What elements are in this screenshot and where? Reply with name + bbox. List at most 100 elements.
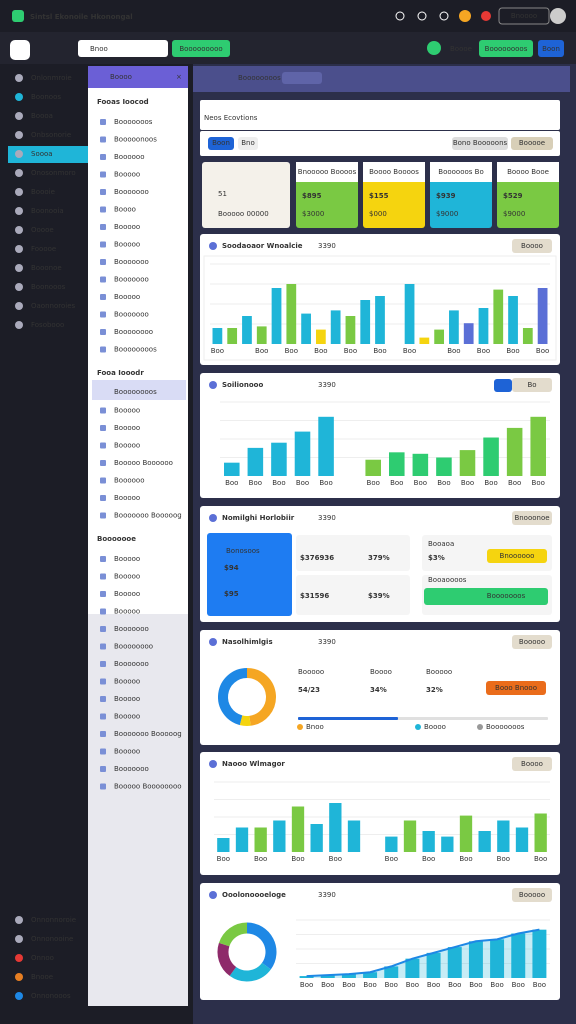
nav-icon[interactable] <box>15 112 23 120</box>
filter[interactable] <box>452 137 508 150</box>
bar <box>273 820 286 852</box>
nav-icon[interactable] <box>15 321 23 329</box>
bar <box>271 288 282 344</box>
nav-icon[interactable] <box>15 302 23 310</box>
nav-icon[interactable] <box>15 916 23 924</box>
nav-icon[interactable] <box>15 973 23 981</box>
bar <box>365 459 381 476</box>
bar <box>478 308 489 344</box>
button[interactable] <box>538 40 564 57</box>
card-icon <box>209 638 217 646</box>
bar <box>256 326 267 344</box>
filter[interactable] <box>208 137 234 150</box>
x-tick-label: Boo <box>255 347 268 355</box>
bar <box>532 929 547 978</box>
stats-button[interactable] <box>424 588 548 605</box>
x-tick-label: Boo <box>285 347 298 355</box>
filter[interactable] <box>511 137 553 150</box>
legend-dot <box>477 724 483 730</box>
nav-item: Bnooe <box>31 973 53 981</box>
card-button[interactable] <box>512 511 552 525</box>
legend-dot <box>415 724 421 730</box>
bar <box>522 328 533 344</box>
panel-item: Booooooo <box>114 765 149 773</box>
bar <box>363 972 378 978</box>
panel-icon <box>100 189 106 195</box>
nav-item: Soooa <box>31 150 53 158</box>
card-button[interactable] <box>512 888 552 902</box>
nav-icon[interactable] <box>15 188 23 196</box>
nav-icon[interactable] <box>15 93 23 101</box>
notification[interactable] <box>481 11 491 21</box>
panel-icon <box>100 276 106 283</box>
stats-button[interactable] <box>487 549 547 563</box>
x-tick-label: Boo <box>217 855 230 863</box>
panel-item: Booooo <box>114 713 140 721</box>
avatar[interactable] <box>550 8 566 24</box>
x-tick-label: Boo <box>422 855 435 863</box>
kpi-head <box>296 162 358 182</box>
app-icon[interactable] <box>395 11 405 21</box>
stats-label: Booaoa <box>428 540 454 548</box>
nav-icon[interactable] <box>15 245 23 253</box>
card-button[interactable] <box>512 239 552 253</box>
panel-section: Booooooe <box>97 535 136 543</box>
bar <box>227 328 238 344</box>
bar <box>286 284 297 344</box>
donut-action[interactable] <box>486 681 546 695</box>
nav-icon[interactable] <box>15 226 23 234</box>
main-bar-pill[interactable] <box>282 72 322 84</box>
donut-figure: 54/23 <box>298 686 320 694</box>
notification[interactable] <box>459 10 471 22</box>
search[interactable] <box>78 40 168 57</box>
panel-icon <box>100 713 106 720</box>
x-tick-label: Boo <box>447 347 460 355</box>
card-button[interactable] <box>512 378 552 392</box>
bar <box>490 939 505 978</box>
x-tick-label: Boo <box>477 347 490 355</box>
app-icon[interactable] <box>439 11 449 21</box>
x-tick-label: Boo <box>385 855 398 863</box>
nav-icon[interactable] <box>15 169 23 177</box>
panel-item: Booooooo <box>114 258 149 266</box>
legend-label: Bnoo <box>306 723 324 731</box>
panel-icon <box>100 119 106 125</box>
card-button[interactable] <box>512 635 552 649</box>
nav-icon[interactable] <box>15 954 23 962</box>
stats-value: $31596 <box>300 592 329 600</box>
x-tick-label: Boo <box>249 479 262 487</box>
bar <box>403 820 417 852</box>
nav-icon[interactable] <box>15 935 23 943</box>
x-tick-label: Boo <box>363 981 376 989</box>
panel-icon <box>100 346 106 353</box>
filter-label: Booooe <box>519 139 545 147</box>
nav-icon[interactable] <box>15 264 23 272</box>
legend-dot <box>297 724 303 730</box>
donut-segment <box>217 942 237 976</box>
card-button-label: Bo <box>527 381 536 389</box>
app-icon[interactable] <box>417 11 427 21</box>
nav-icon[interactable] <box>15 207 23 215</box>
app-button[interactable] <box>498 7 550 25</box>
card-icon <box>209 381 217 389</box>
bar <box>412 453 429 476</box>
filter[interactable] <box>238 137 258 150</box>
nav-icon[interactable] <box>15 131 23 139</box>
panel-icon <box>100 783 106 790</box>
button[interactable] <box>172 40 230 57</box>
nav-icon[interactable] <box>15 283 23 291</box>
x-tick-label: Boo <box>506 347 519 355</box>
x-tick-label: Boo <box>427 981 440 989</box>
card-button[interactable] <box>512 757 552 771</box>
bar <box>511 933 526 978</box>
nav-icon[interactable] <box>15 74 23 82</box>
button[interactable] <box>479 40 533 57</box>
user-name: Boooe <box>450 45 472 53</box>
panel-item: Booooo <box>114 748 140 756</box>
panel-item: Booooo <box>114 293 140 301</box>
nav-icon[interactable] <box>15 992 23 1000</box>
nav-icon[interactable] <box>15 150 23 158</box>
toggle[interactable] <box>494 379 512 392</box>
panel-icon <box>100 643 106 650</box>
nav-item: Fooooe <box>31 245 56 253</box>
